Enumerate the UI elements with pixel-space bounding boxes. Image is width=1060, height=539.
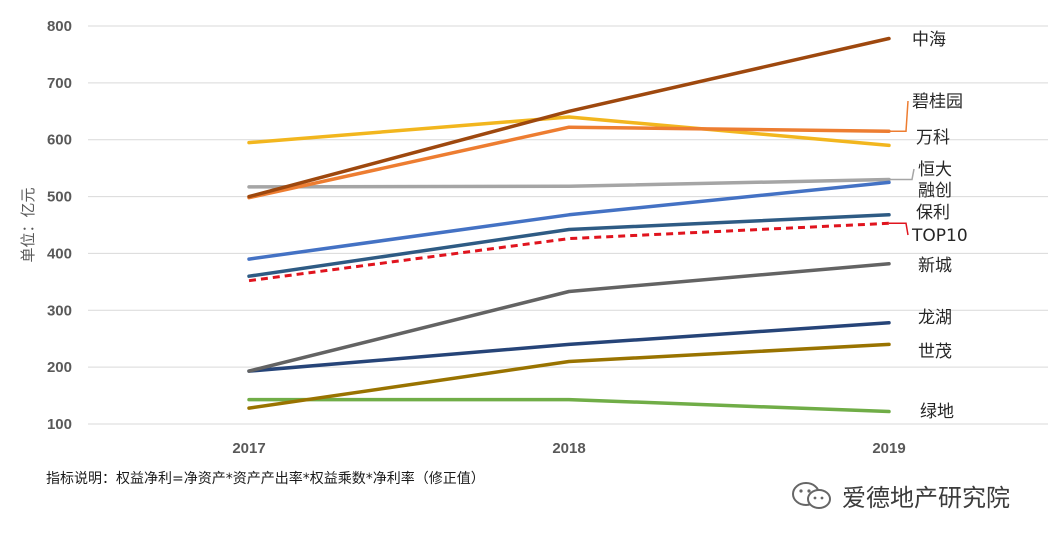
series-lines <box>247 36 891 414</box>
series-label: 新城 <box>918 256 952 276</box>
series-line-9 <box>247 342 891 410</box>
series-label: 融创 <box>918 181 952 201</box>
label-connector <box>889 100 909 132</box>
series-label: 万科 <box>916 128 950 148</box>
y-axis-label: 单位：亿元 <box>19 187 37 262</box>
series-line-8 <box>247 321 891 373</box>
y-tick-label: 700 <box>47 75 72 92</box>
y-tick-label: 100 <box>47 416 72 433</box>
y-tick-label: 200 <box>47 359 72 376</box>
series-label: 碧桂园 <box>912 92 963 112</box>
watermark: 爱德地产研究院 <box>790 478 1010 513</box>
series-line-1 <box>247 125 891 200</box>
series-line-4 <box>247 180 891 261</box>
series-line-0 <box>247 36 891 199</box>
series-label: 绿地 <box>920 402 954 422</box>
series-label: 世茂 <box>918 342 952 362</box>
label-connector <box>889 222 909 236</box>
x-tick-label: 2017 <box>232 440 265 457</box>
series-label: TOP10 <box>911 226 968 246</box>
series-line-7 <box>247 261 891 373</box>
series-label: 龙湖 <box>918 308 952 328</box>
watermark-text: 爱德地产研究院 <box>842 484 1010 512</box>
x-tick-label: 2019 <box>872 440 905 457</box>
series-label: 保利 <box>916 203 950 223</box>
series-label: 恒大 <box>918 160 952 180</box>
x-axis-ticks: 2017 2018 2019 <box>232 440 905 457</box>
y-axis-ticks: 100 200 300 400 500 600 700 800 <box>47 18 72 433</box>
y-tick-label: 500 <box>47 189 72 206</box>
y-tick-label: 600 <box>47 132 72 149</box>
indicator-note: 指标说明：权益净利=净资产*资产产出率*权益乘数*净利率（修正值） <box>46 471 485 487</box>
label-connectors <box>889 100 915 236</box>
label-connector <box>889 168 915 181</box>
series-label: 中海 <box>912 30 946 50</box>
gridlines <box>88 25 1048 425</box>
series-line-5 <box>247 213 891 278</box>
series-line-2 <box>247 115 891 148</box>
wechat-icon <box>792 481 831 509</box>
y-tick-label: 300 <box>47 302 72 319</box>
series-line-3 <box>247 177 891 189</box>
series-line-10 <box>247 397 891 414</box>
x-tick-label: 2018 <box>552 440 585 457</box>
y-tick-label: 800 <box>47 18 72 35</box>
y-tick-label: 400 <box>47 245 72 262</box>
